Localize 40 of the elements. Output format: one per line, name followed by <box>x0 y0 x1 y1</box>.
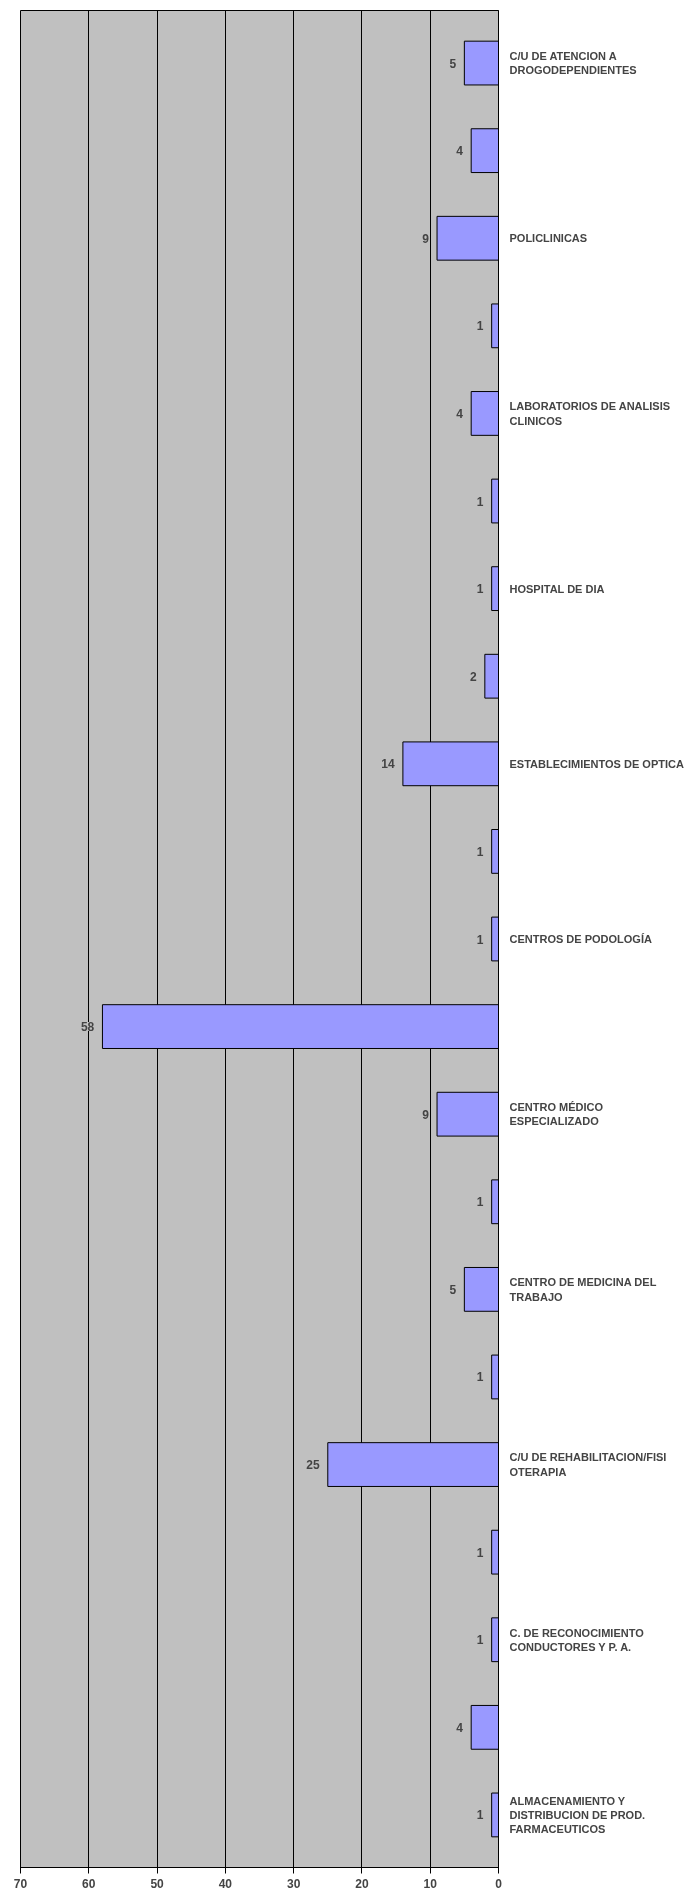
x-tick-label: 0 <box>495 1876 503 1891</box>
data-label: 1 <box>476 1370 484 1385</box>
data-label: 5 <box>449 1282 457 1297</box>
y-tick-label: ESTABLECIMIENTOS DE OPTICA <box>509 757 684 770</box>
x-tick-label: 10 <box>423 1876 438 1891</box>
y-tick-label: CENTRO MÉDICO ESPECIALIZADO <box>509 1100 604 1128</box>
y-tick-label: C. DE RECONOCIMIENTO CONDUCTORES Y P. A. <box>509 1626 645 1653</box>
data-label: 1 <box>476 494 484 509</box>
data-label: 4 <box>456 1720 464 1735</box>
y-tick-label: ALMACENAMIENTO Y DISTRIBUCION DE PROD. FARMACEUTICOS <box>509 1794 646 1836</box>
data-label: 1 <box>476 582 484 597</box>
y-tick-label: CENTRO DE MEDICINA DEL TRABAJO <box>509 1276 657 1303</box>
y-tick-label: HOSPITAL DE DIA <box>509 582 605 595</box>
data-label: 1 <box>476 932 484 947</box>
data-label: 9 <box>422 231 430 246</box>
data-label: 1 <box>476 1633 484 1648</box>
data-label: 4 <box>456 406 464 421</box>
data-label: 58 <box>80 1020 95 1035</box>
data-label: 2 <box>469 669 477 684</box>
x-tick-label: 40 <box>218 1876 233 1891</box>
y-tick-label: CENTROS DE PODOLOGÍA <box>509 933 652 945</box>
data-label: 9 <box>422 1107 430 1122</box>
x-tick-label: 30 <box>286 1876 301 1891</box>
y-tick-label: C/U DE ATENCION A DROGODEPENDIENTES <box>509 49 637 77</box>
data-label: 1 <box>476 1808 484 1823</box>
data-label: 5 <box>449 56 457 71</box>
y-tick-label: POLICLINICAS <box>509 232 588 245</box>
x-tick-label: 50 <box>150 1876 165 1891</box>
x-tick-label: 70 <box>13 1876 28 1891</box>
y-tick-label: LABORATORIOS DE ANALISIS CLINICOS <box>509 400 671 427</box>
data-label: 14 <box>381 757 396 772</box>
data-label: 1 <box>476 1545 484 1560</box>
x-tick-label: 20 <box>355 1876 369 1891</box>
y-tick-label: C/U DE REHABILITACION/FISIOTERAPIA <box>509 1451 667 1478</box>
data-label: 4 <box>456 144 464 159</box>
data-label: 1 <box>476 319 484 334</box>
data-label: 1 <box>476 844 484 859</box>
x-tick-label: 60 <box>82 1876 96 1891</box>
data-label: 1 <box>476 1195 484 1210</box>
data-label: 25 <box>306 1458 320 1473</box>
